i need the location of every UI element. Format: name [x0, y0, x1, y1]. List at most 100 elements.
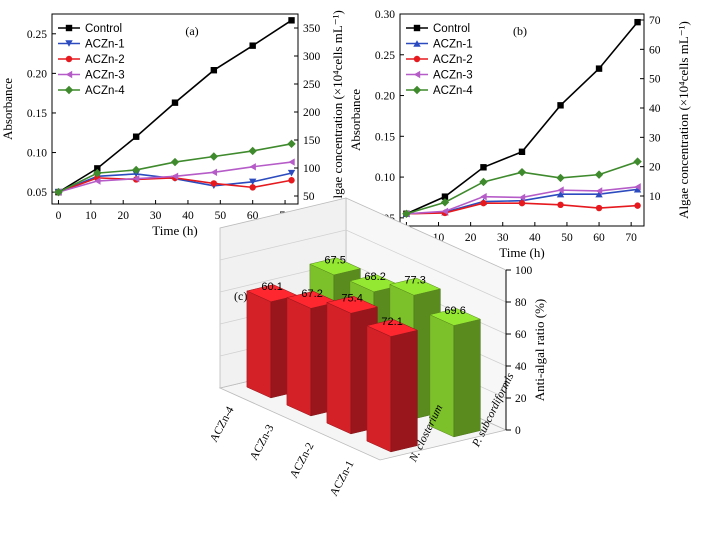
x-tick-label: 10 — [85, 210, 97, 222]
y2-tick-label: 150 — [303, 135, 321, 147]
z-tick-label: 20 — [515, 393, 527, 405]
bar-value-label: 67.5 — [324, 254, 345, 266]
data-point — [287, 169, 296, 177]
plot-frame — [51, 13, 299, 205]
legend-label: ACZn-1 — [433, 39, 473, 51]
line-chart-a: 0102030405060700.050.100.150.200.2550100… — [0, 10, 345, 238]
data-point — [595, 187, 603, 195]
category-label: ACZn-3 — [248, 423, 277, 463]
data-point — [480, 164, 487, 171]
y2-axis-label: Algae concentration (×10⁴cells mL⁻¹) — [330, 10, 345, 208]
data-point — [54, 187, 63, 197]
bar-side-face — [390, 329, 418, 453]
x-tick-label: 30 — [150, 210, 162, 222]
data-point — [595, 191, 603, 198]
data-point — [634, 202, 641, 209]
legend-label: ACZn-3 — [433, 70, 473, 82]
data-point — [287, 139, 296, 149]
y-tick-label: 0.30 — [375, 9, 395, 21]
legend-label: ACZn-2 — [85, 54, 125, 66]
bar-front-face — [286, 297, 312, 417]
data-point — [209, 152, 219, 161]
bar-P. subcordiformis-ACZn-1: 69.6 — [429, 305, 482, 438]
x-tick-label: 0 — [56, 210, 62, 222]
data-point — [210, 168, 218, 177]
z-tick-label: 100 — [515, 265, 533, 277]
category-label: ACZn-1 — [328, 459, 357, 499]
x-tick-label: 50 — [215, 210, 227, 222]
y-tick-label: 0.20 — [375, 91, 395, 103]
bar-N. closterium-ACZn-1: 72.1 — [366, 316, 419, 453]
category-label: ACZn-4 — [208, 405, 237, 445]
bar-top-face — [429, 308, 482, 326]
y2-tick-label: 40 — [649, 103, 661, 115]
bar-value-label: 60.1 — [261, 281, 282, 293]
data-point — [634, 18, 641, 26]
data-point — [633, 157, 642, 166]
y-axis-label: Absorbance — [0, 78, 15, 140]
x-tick-label: 20 — [117, 210, 129, 222]
grid-line — [219, 229, 507, 303]
y2-axis-label: Algae concentration (×10⁴cells mL⁻¹) — [676, 21, 691, 219]
bar-side-face — [453, 318, 481, 438]
y2-tick-label: 30 — [649, 132, 661, 144]
y2-tick-label: 10 — [649, 191, 661, 203]
bar-value-label: 67.2 — [301, 288, 322, 300]
y-axis-label: Absorbance — [348, 89, 363, 151]
data-point — [210, 67, 218, 74]
bar-top-face — [389, 277, 442, 296]
data-point — [556, 191, 565, 198]
data-point — [634, 183, 641, 191]
x-tick-label: 20 — [465, 232, 477, 244]
legend-marker — [65, 55, 73, 63]
z-tick-label: 80 — [515, 297, 527, 309]
data-point — [480, 199, 487, 207]
bar-value-label: 72.1 — [381, 316, 402, 328]
data-point — [249, 163, 256, 171]
series-ACZn-3: ACZn-3 — [55, 70, 295, 196]
legend-label: ACZn-2 — [433, 54, 473, 66]
data-point — [94, 165, 101, 172]
data-point — [595, 65, 603, 72]
y-tick-label: 0.25 — [375, 50, 395, 62]
data-point — [441, 193, 449, 200]
bar-value-label: 75.4 — [341, 293, 362, 305]
y2-tick-label: 350 — [303, 23, 321, 35]
data-point — [94, 177, 101, 185]
data-point — [556, 173, 565, 183]
y2-tick-label: 200 — [303, 107, 321, 119]
y2-tick-label: 250 — [303, 79, 321, 91]
data-point — [249, 184, 256, 191]
legend-marker — [412, 85, 422, 95]
y2-tick-label: 50 — [303, 191, 315, 203]
data-point — [594, 170, 604, 179]
legend-marker — [65, 70, 73, 79]
legend-marker — [413, 24, 421, 32]
bar-value-label: 77.3 — [404, 275, 425, 287]
data-point — [518, 193, 526, 202]
legend-marker — [65, 24, 73, 32]
data-point — [132, 133, 140, 140]
z-tick-label: 60 — [515, 329, 527, 341]
series-Control: Control — [403, 18, 641, 217]
legend-marker — [65, 40, 73, 47]
bar3d-chart-c: 0 20 40 60 80 100 Anti-algal ratio (%) (c) 67.5 6… — [208, 197, 547, 499]
legend-marker — [413, 55, 421, 63]
data-point — [288, 17, 295, 24]
legend-marker — [413, 70, 421, 79]
data-point — [288, 177, 295, 184]
bar-top-face — [309, 257, 362, 276]
x-tick-label: 60 — [247, 210, 259, 222]
z-tick-label: 0 — [515, 425, 521, 437]
y2-tick-label: 60 — [649, 44, 661, 56]
legend-label: ACZn-1 — [85, 39, 125, 51]
y2-tick-label: 20 — [649, 162, 661, 174]
line-chart-b: 0102030405060700.050.100.150.200.250.301… — [348, 9, 691, 260]
data-point — [557, 201, 564, 208]
panel-label: (b) — [513, 24, 527, 38]
series-ACZn-4: ACZn-4 — [54, 85, 296, 197]
bar-value-label: 68.2 — [364, 271, 385, 283]
x-axis-label: Time (h) — [152, 223, 197, 238]
bar-front-face — [366, 325, 392, 453]
legend-label: ACZn-3 — [85, 70, 125, 82]
